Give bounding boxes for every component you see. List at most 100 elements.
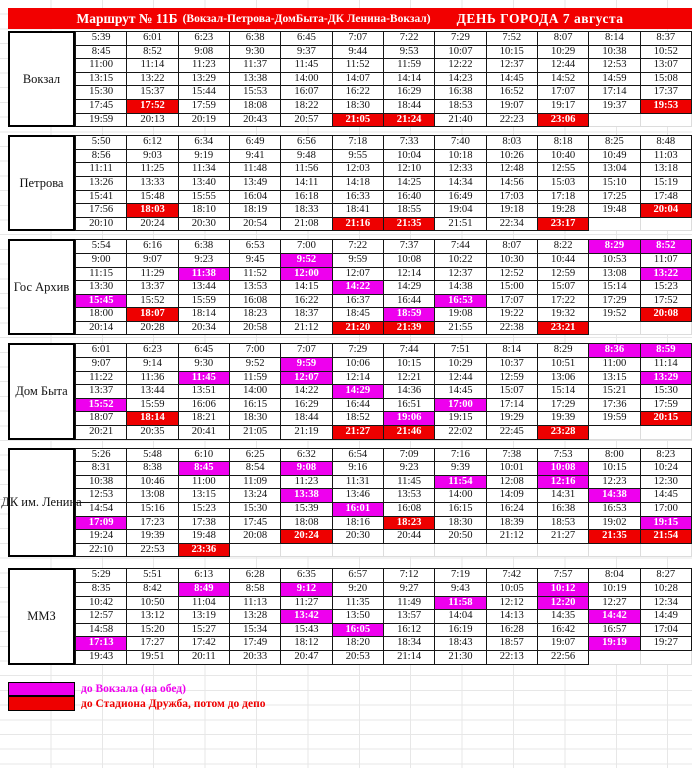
time-cell: 14:22 — [331, 280, 384, 295]
time-cell: 9:23 — [382, 461, 436, 476]
table-row: 14:58 15:20 15:27 15:34 15:43 16:05 16:12 16:19… — [74, 622, 692, 638]
time-cell: 6:28 — [228, 568, 282, 583]
time-cell: 15:59 — [126, 397, 179, 413]
time-cell: 12:16 — [536, 474, 590, 490]
time-cell: 15:37 — [126, 85, 179, 100]
time-cell: 17:09 — [74, 515, 128, 531]
time-cell: 13:50 — [331, 609, 384, 624]
time-cell: 13:30 — [74, 280, 128, 295]
time-cell: 13:19 — [177, 609, 230, 624]
time-cell: 6:23 — [177, 31, 230, 46]
time-cell: 16:53 — [588, 502, 641, 517]
departure-times-grid: 5:29 5:51 6:13 6:28 6:35 6:57 7:12 7:19 7:42 7:57… — [74, 568, 692, 665]
table-row: 22:10 22:53 23:36 — [74, 542, 692, 558]
time-cell: 12:12 — [485, 595, 538, 611]
time-cell: 22:10 — [74, 542, 128, 558]
time-cell: 16:38 — [434, 85, 487, 100]
time-cell: 23:17 — [536, 216, 590, 232]
time-cell: 20:13 — [126, 112, 179, 128]
time-cell: 8:23 — [639, 447, 692, 463]
time-cell: 10:08 — [536, 461, 590, 476]
time-cell: 19:59 — [588, 411, 641, 427]
time-cell: 17:23 — [126, 515, 179, 531]
time-cell: 10:46 — [126, 474, 179, 490]
time-cell: 12:20 — [536, 595, 590, 611]
time-cell: 12:14 — [331, 370, 384, 386]
time-cell: 10:44 — [536, 252, 590, 268]
time-cell: 19:51 — [126, 649, 179, 665]
time-cell: 15:34 — [228, 622, 282, 638]
stop-name-label: Петрова — [19, 175, 64, 190]
time-cell: 7:29 — [331, 343, 384, 359]
time-cell: 15:59 — [177, 293, 230, 309]
time-cell: 16:22 — [331, 85, 384, 100]
route-header: Маршрут № 11Б (Вокзал-Петрова-ДомБыта-ДК… — [8, 8, 692, 29]
time-cell: 8:00 — [588, 447, 641, 463]
table-row: 8:31 8:38 8:45 8:54 9:08 9:16 9:23 9:39 10:01 10:… — [74, 461, 692, 476]
time-cell: 20:11 — [177, 649, 230, 665]
empty-cell — [588, 320, 641, 336]
time-cell: 10:22 — [434, 252, 487, 268]
time-cell: 8:29 — [588, 239, 641, 254]
time-cell: 20:43 — [228, 112, 282, 128]
time-cell: 8:58 — [228, 581, 282, 597]
time-cell: 12:22 — [434, 58, 487, 73]
time-cell: 10:07 — [434, 44, 487, 60]
time-cell: 12:21 — [382, 370, 436, 386]
time-cell: 17:29 — [536, 397, 590, 413]
time-cell: 21:35 — [382, 216, 436, 232]
time-cell: 19:28 — [536, 203, 590, 218]
time-cell: 20:50 — [434, 529, 487, 544]
time-cell: 17:00 — [434, 397, 487, 413]
time-cell: 14:07 — [331, 71, 384, 87]
table-row: 14:54 15:16 15:23 15:30 15:39 16:01 16:08 16:15… — [74, 502, 692, 517]
time-cell: 15:07 — [536, 280, 590, 295]
time-cell: 14:34 — [434, 175, 487, 191]
time-cell: 13:37 — [74, 384, 128, 399]
time-cell: 11:07 — [639, 252, 692, 268]
time-cell: 9:43 — [434, 581, 487, 597]
time-cell: 14:38 — [588, 488, 641, 503]
time-cell: 6:01 — [74, 343, 128, 359]
time-cell: 15:52 — [74, 397, 128, 413]
time-cell: 11:15 — [74, 266, 128, 282]
time-cell: 12:44 — [536, 58, 590, 73]
time-cell: 20:19 — [177, 112, 230, 128]
time-cell: 10:08 — [382, 252, 436, 268]
empty-cell — [639, 320, 692, 336]
time-cell: 6:45 — [177, 343, 230, 359]
time-cell: 14:11 — [280, 175, 333, 191]
time-cell: 7:09 — [382, 447, 436, 463]
time-cell: 15:21 — [588, 384, 641, 399]
time-cell: 21:39 — [382, 320, 436, 336]
table-row: 15:45 15:52 15:59 16:08 16:22 16:37 16:44 16:53… — [74, 293, 692, 309]
time-cell: 12:07 — [280, 370, 333, 386]
time-cell: 15:55 — [177, 189, 230, 205]
time-cell: 11:38 — [177, 266, 230, 282]
time-cell: 10:01 — [485, 461, 538, 476]
time-cell: 21:40 — [434, 112, 487, 128]
table-row: 15:52 15:59 16:06 16:15 16:29 16:44 16:51 17:00… — [74, 397, 692, 413]
table-row: 12:57 13:12 13:19 13:28 13:42 13:50 13:57 14:04… — [74, 609, 692, 624]
time-cell: 9:07 — [126, 252, 179, 268]
time-cell: 11:36 — [126, 370, 179, 386]
table-row: 18:00 18:07 18:14 18:23 18:37 18:45 18:59 19:08… — [74, 307, 692, 322]
time-cell: 13:29 — [177, 71, 230, 87]
time-cell: 17:49 — [228, 636, 282, 651]
departure-times-grid: 5:50 6:12 6:34 6:49 6:56 7:18 7:33 7:40 8:03 8:18… — [74, 135, 692, 232]
time-cell: 8:49 — [177, 581, 230, 597]
stop-name: ММЗ — [8, 568, 75, 665]
time-cell: 14:04 — [434, 609, 487, 624]
time-cell: 19:53 — [639, 98, 692, 114]
time-cell: 9:59 — [331, 252, 384, 268]
time-cell: 17:27 — [126, 636, 179, 651]
time-cell: 15:30 — [639, 384, 692, 399]
time-cell: 6:35 — [280, 568, 333, 583]
time-cell: 14:59 — [588, 71, 641, 87]
time-cell: 7:52 — [485, 31, 538, 46]
time-cell: 15:53 — [228, 85, 282, 100]
time-cell: 9:08 — [280, 461, 333, 476]
time-cell: 15:10 — [588, 175, 641, 191]
time-cell: 5:48 — [126, 447, 179, 463]
time-cell: 15:48 — [126, 189, 179, 205]
